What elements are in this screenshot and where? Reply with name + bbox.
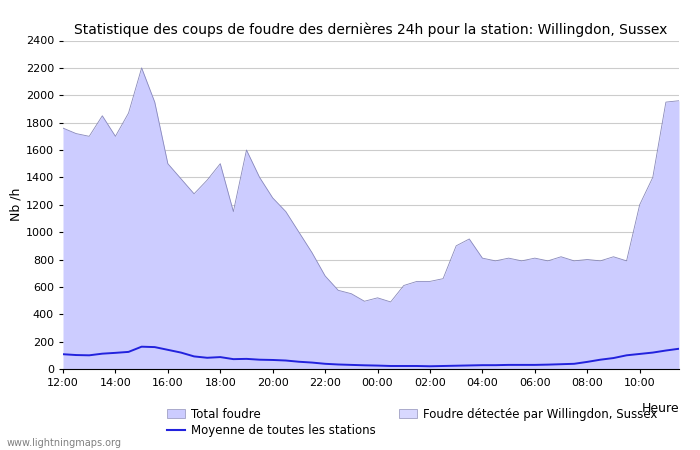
Text: Heure: Heure <box>641 402 679 415</box>
Title: Statistique des coups de foudre des dernières 24h pour la station: Willingdon, S: Statistique des coups de foudre des dern… <box>74 22 668 36</box>
Y-axis label: Nb /h: Nb /h <box>10 188 23 221</box>
Text: www.lightningmaps.org: www.lightningmaps.org <box>7 438 122 448</box>
Legend: Total foudre, Moyenne de toutes les stations, Foudre détectée par Willingdon, Su: Total foudre, Moyenne de toutes les stat… <box>167 408 657 437</box>
